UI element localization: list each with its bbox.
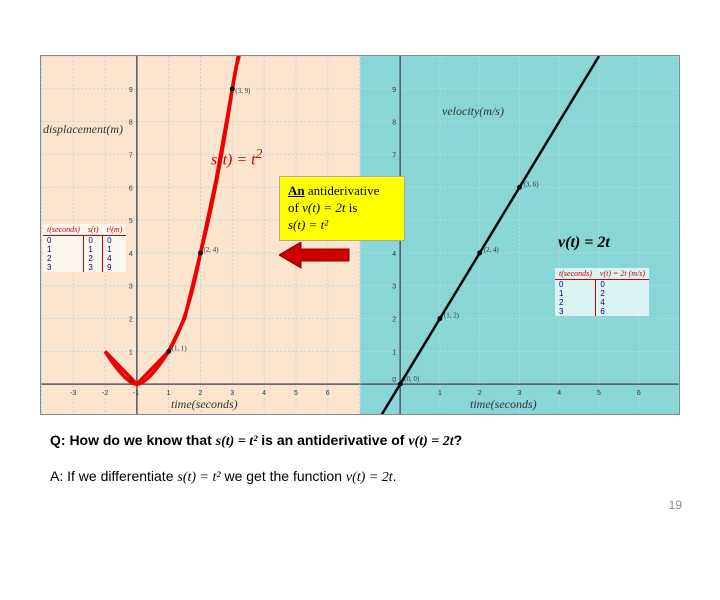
point-label: (1, 1) [172, 344, 188, 352]
point-label: (3, 9) [235, 87, 251, 95]
question-text: Q: How do we know that s(t) = t² is an a… [50, 432, 462, 450]
svg-text:2: 2 [129, 317, 133, 324]
arrow-icon [279, 242, 720, 600]
svg-text:-2: -2 [102, 390, 108, 397]
page-number: 19 [669, 498, 682, 512]
answer-text: A: If we differentiate s(t) = t² we get … [50, 468, 397, 486]
svg-text:(3, 6): (3, 6) [523, 180, 539, 188]
svg-text:4: 4 [129, 251, 133, 258]
graphs-container: (1, 1) (2, 4) (3, 9) -3-2-1 123 456 123 … [40, 55, 680, 415]
x-axis-label: time(seconds) [171, 397, 238, 412]
svg-text:9: 9 [392, 87, 396, 94]
svg-text:7: 7 [392, 152, 396, 159]
svg-text:9: 9 [129, 87, 133, 94]
svg-text:4: 4 [262, 390, 266, 397]
svg-text:-3: -3 [70, 390, 76, 397]
svg-text:-1: -1 [133, 390, 139, 397]
svg-text:0: 0 [129, 377, 133, 384]
y-axis-label: velocity(m/s) [442, 104, 504, 119]
svg-text:8: 8 [129, 120, 133, 127]
svg-text:7: 7 [129, 152, 133, 159]
svg-text:5: 5 [129, 218, 133, 225]
svg-text:6: 6 [129, 185, 133, 192]
y-axis-label: displacement(m) [43, 122, 123, 137]
displacement-table: t(seconds)s(t)t²(m) 000 111 224 339 [43, 224, 126, 272]
svg-text:8: 8 [392, 120, 396, 127]
svg-text:1: 1 [129, 349, 133, 356]
antiderivative-annotation: An antiderivative of v(t) = 2t is s(t) =… [279, 176, 405, 241]
displacement-formula: s(t) = t2 [211, 146, 262, 169]
point-label: (2, 4) [203, 246, 219, 254]
svg-text:3: 3 [129, 284, 133, 291]
